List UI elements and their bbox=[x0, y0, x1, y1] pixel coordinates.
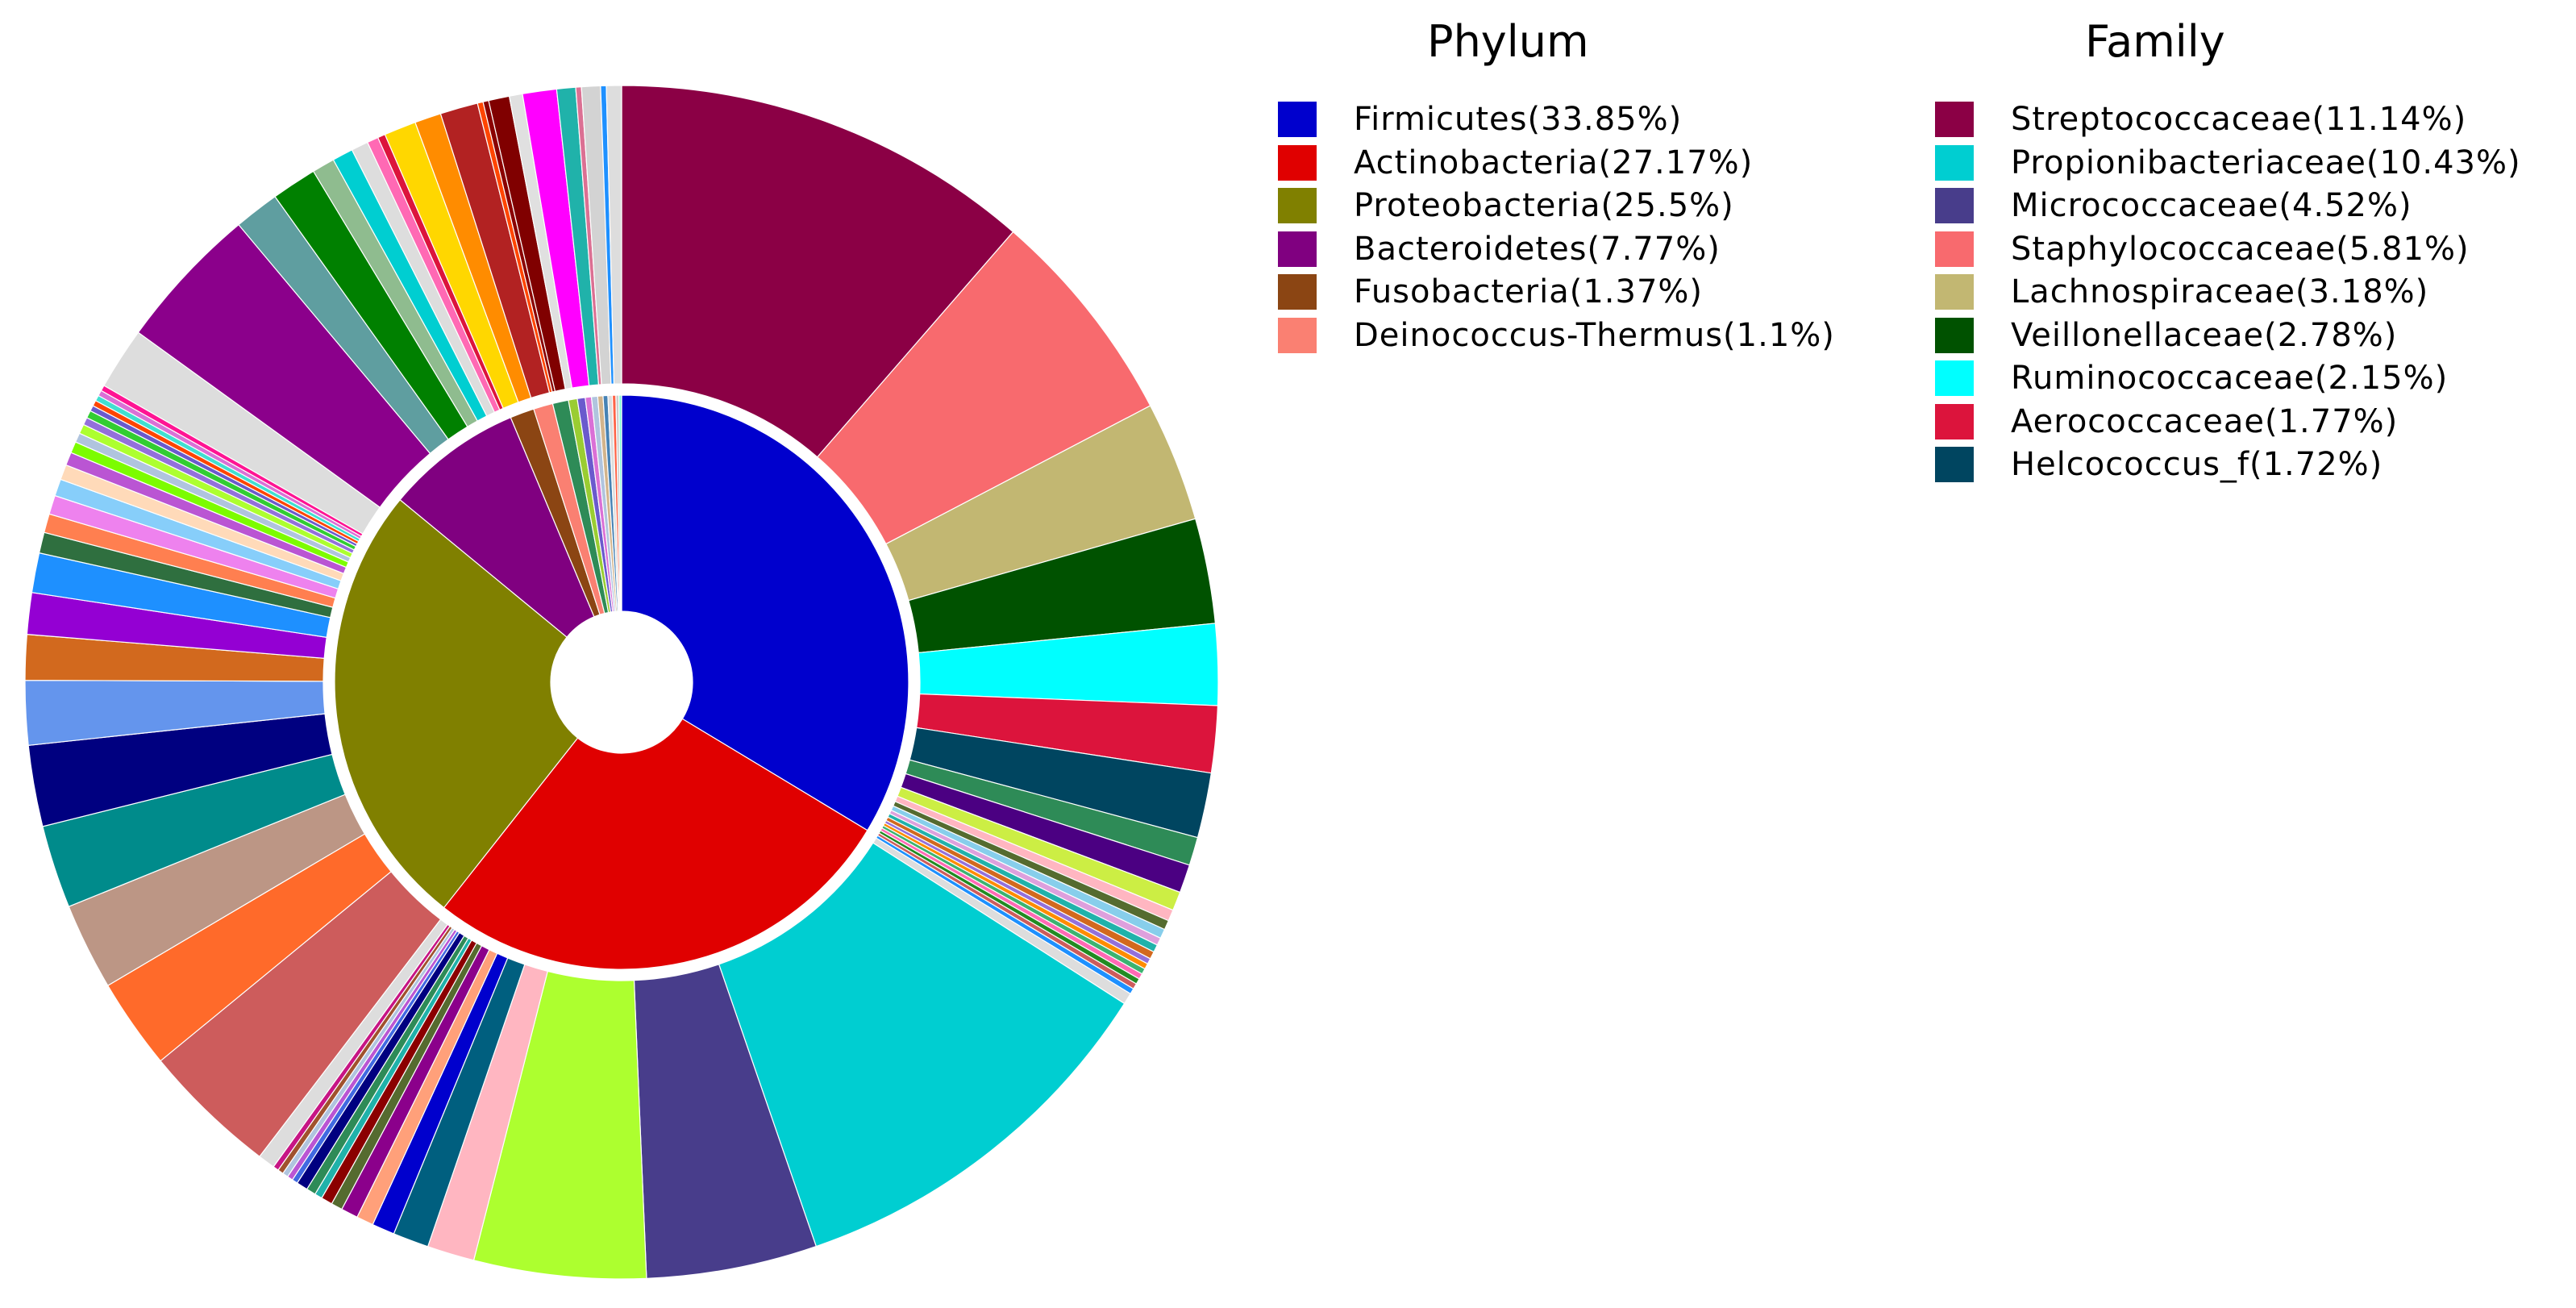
legend-swatch bbox=[1278, 274, 1317, 310]
legend-label: Streptococcaceae(11.14%) bbox=[2011, 101, 2467, 138]
family-slice bbox=[718, 842, 1126, 1248]
legend-swatch bbox=[1278, 231, 1317, 267]
legend-swatch bbox=[1278, 317, 1317, 353]
outer-ring-family bbox=[24, 85, 1219, 1280]
phylum-slice bbox=[334, 498, 579, 909]
donut-chart bbox=[24, 85, 1219, 1280]
legend-swatch bbox=[1278, 102, 1317, 137]
legend-label: Propionibacteriaceae(10.43%) bbox=[2011, 144, 2521, 181]
legend-swatch bbox=[1935, 274, 1974, 310]
phylum-slice bbox=[621, 394, 909, 831]
legend-title-phylum: Phylum bbox=[1427, 16, 1589, 67]
legend-family: Family Streptococcaceae(11.14%) Propionib… bbox=[1935, 16, 2564, 500]
legend-swatch bbox=[1278, 188, 1317, 223]
legend-label: Actinobacteria(27.17%) bbox=[1354, 144, 1754, 181]
phylum-slice bbox=[443, 718, 868, 970]
phylum-slice bbox=[618, 394, 622, 612]
legend-swatch bbox=[1935, 144, 1974, 181]
legend-swatch bbox=[1278, 144, 1317, 181]
legend-label: Bacteroidetes(7.77%) bbox=[1354, 230, 1721, 268]
legend-label: Lachnospiraceae(3.18%) bbox=[2011, 273, 2429, 310]
legend-label: Deinococcus-Thermus(1.1%) bbox=[1354, 316, 1835, 354]
legend-label: Fusobacteria(1.37%) bbox=[1354, 273, 1704, 310]
family-slice bbox=[621, 85, 1014, 458]
legend-label: Veillonellaceae(2.78%) bbox=[2011, 316, 2398, 354]
legend-label: Aerococcaceae(1.77%) bbox=[2011, 402, 2399, 440]
legend-label: Staphylococcaceae(5.81%) bbox=[2011, 230, 2470, 268]
legend-label: Firmicutes(33.85%) bbox=[1354, 101, 1683, 138]
family-slice bbox=[606, 85, 622, 385]
legend-title-family: Family bbox=[2085, 16, 2225, 67]
legend-label: Helcococcus_f(1.72%) bbox=[2011, 446, 2383, 483]
legend-swatch bbox=[1935, 317, 1974, 353]
legend-swatch bbox=[1935, 403, 1974, 439]
legend-swatch bbox=[1935, 231, 1974, 267]
legend-swatch bbox=[1935, 360, 1974, 396]
legend-label: Proteobacteria(25.5%) bbox=[1354, 187, 1734, 224]
legend-swatch bbox=[1935, 447, 1974, 482]
legend-label: Micrococcaceae(4.52%) bbox=[2011, 187, 2412, 224]
legend-swatch bbox=[1935, 188, 1974, 223]
legend-swatch bbox=[1935, 102, 1974, 137]
inner-ring-phylum bbox=[334, 394, 909, 970]
phylum-slice bbox=[399, 416, 595, 638]
legend-label: Ruminococcaceae(2.15%) bbox=[2011, 360, 2449, 397]
legend-phylum: Phylum Firmicutes(33.85%) Actinobacteria(… bbox=[1278, 16, 1907, 387]
